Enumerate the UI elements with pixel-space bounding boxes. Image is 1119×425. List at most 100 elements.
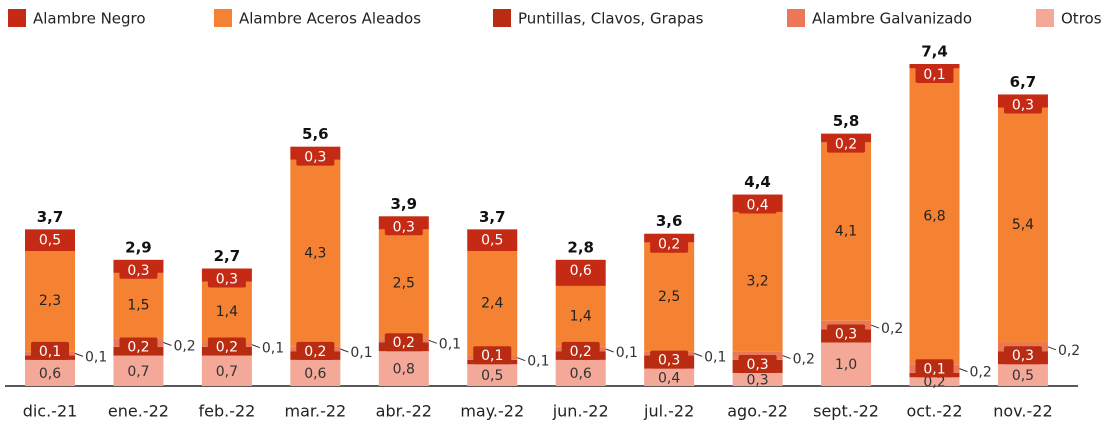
data-label: 0,5 [39, 232, 61, 248]
label-box [119, 337, 158, 356]
data-label: 0,3 [393, 219, 415, 235]
leader-line [693, 352, 703, 357]
legend-label: Puntillas, Clavos, Grapas [518, 10, 704, 28]
bar-segment [25, 359, 75, 386]
total-label: 3,6 [656, 212, 683, 230]
data-label: 2,5 [658, 289, 680, 305]
bar-segment [113, 355, 164, 386]
x-tick-label: nov.-22 [993, 402, 1052, 421]
label-box [119, 260, 158, 279]
leader-line [605, 348, 614, 353]
legend-swatch [493, 9, 511, 27]
label-box [561, 260, 600, 279]
data-label: 0,7 [127, 364, 149, 380]
data-label: 0,2 [393, 335, 415, 351]
label-box [1003, 95, 1042, 114]
total-label: 5,6 [302, 125, 329, 143]
bar-segment [290, 359, 341, 386]
data-label: 1,0 [835, 357, 857, 373]
x-tick-label: jun.-22 [552, 402, 609, 421]
label-box [827, 324, 866, 343]
data-label: 0,4 [658, 370, 680, 386]
legend-label: Alambre Galvanizado [812, 10, 972, 28]
data-label: 0,4 [746, 198, 768, 214]
label-box [296, 147, 335, 166]
total-label: 4,4 [744, 173, 771, 191]
bar-segment [997, 364, 1048, 386]
bar-segment [821, 142, 872, 321]
label-box [827, 134, 866, 153]
data-label: 0,2 [1058, 343, 1080, 359]
data-label: 0,8 [393, 362, 415, 378]
bar-segment [555, 359, 606, 386]
bar-segment [201, 355, 252, 386]
data-label: 3,2 [746, 274, 768, 290]
total-label: 3,9 [391, 195, 418, 213]
data-label: 0,2 [658, 237, 680, 253]
bar-segment [997, 107, 1048, 343]
data-label: 5,4 [1012, 217, 1034, 233]
bar-segment [378, 229, 429, 339]
bar-segment [909, 377, 960, 386]
data-label: 0,1 [39, 344, 61, 360]
bar-segment [113, 272, 164, 339]
data-label: 0,3 [304, 150, 326, 166]
data-label: 0,3 [1012, 348, 1034, 364]
data-label: 0,5 [481, 232, 503, 248]
data-label: 1,5 [127, 298, 149, 314]
leader-line [782, 355, 791, 360]
data-label: 0,2 [970, 365, 992, 381]
x-tick-label: oct.-22 [906, 402, 962, 421]
label-box [561, 341, 600, 360]
data-label: 4,1 [835, 224, 857, 240]
data-label: 0,1 [527, 354, 549, 370]
label-box [473, 230, 512, 249]
bar-segment [821, 342, 872, 386]
data-label: 0,3 [216, 272, 238, 288]
bar-segment [644, 368, 695, 386]
data-label: 0,1 [616, 345, 638, 361]
leader-line [1047, 346, 1057, 351]
total-label: 2,7 [214, 247, 241, 265]
legend-label: Alambre Aceros Aleados [239, 10, 421, 28]
data-label: 0,2 [923, 375, 945, 391]
data-label: 4,3 [304, 245, 326, 261]
bar-segment [467, 364, 518, 386]
x-tick-label: mar.-22 [284, 402, 346, 421]
label-box [296, 341, 335, 360]
label-box [384, 217, 423, 236]
bar-segment [555, 285, 606, 347]
bar-segment [909, 68, 960, 365]
data-label: 0,1 [923, 361, 945, 377]
leader-line [517, 357, 526, 362]
legend-swatch [214, 9, 232, 27]
total-label: 5,8 [833, 112, 860, 130]
leader-line [251, 344, 261, 349]
label-box [207, 337, 246, 356]
label-box [31, 230, 69, 249]
bar-segment [378, 351, 429, 386]
total-label: 3,7 [37, 208, 64, 226]
data-label: 2,4 [481, 295, 503, 311]
data-label: 2,3 [39, 293, 61, 309]
data-label: 0,1 [85, 349, 107, 365]
total-label: 2,8 [567, 238, 594, 256]
data-label: 2,5 [393, 276, 415, 292]
x-tick-label: jul.-22 [643, 402, 694, 421]
total-label: 7,4 [921, 43, 948, 61]
legend-swatch [787, 9, 805, 27]
data-label: 0,2 [793, 352, 815, 368]
total-label: 3,7 [479, 208, 506, 226]
data-label: 0,6 [570, 366, 592, 382]
data-label: 0,1 [704, 349, 726, 365]
label-box [738, 195, 777, 214]
data-label: 0,2 [173, 338, 195, 354]
leader-line [428, 339, 437, 344]
leader-line [163, 342, 172, 346]
bar-segment [732, 211, 783, 352]
label-box [473, 346, 512, 365]
label-box [207, 269, 246, 288]
data-label: 0,2 [127, 340, 149, 356]
label-box [384, 333, 423, 352]
